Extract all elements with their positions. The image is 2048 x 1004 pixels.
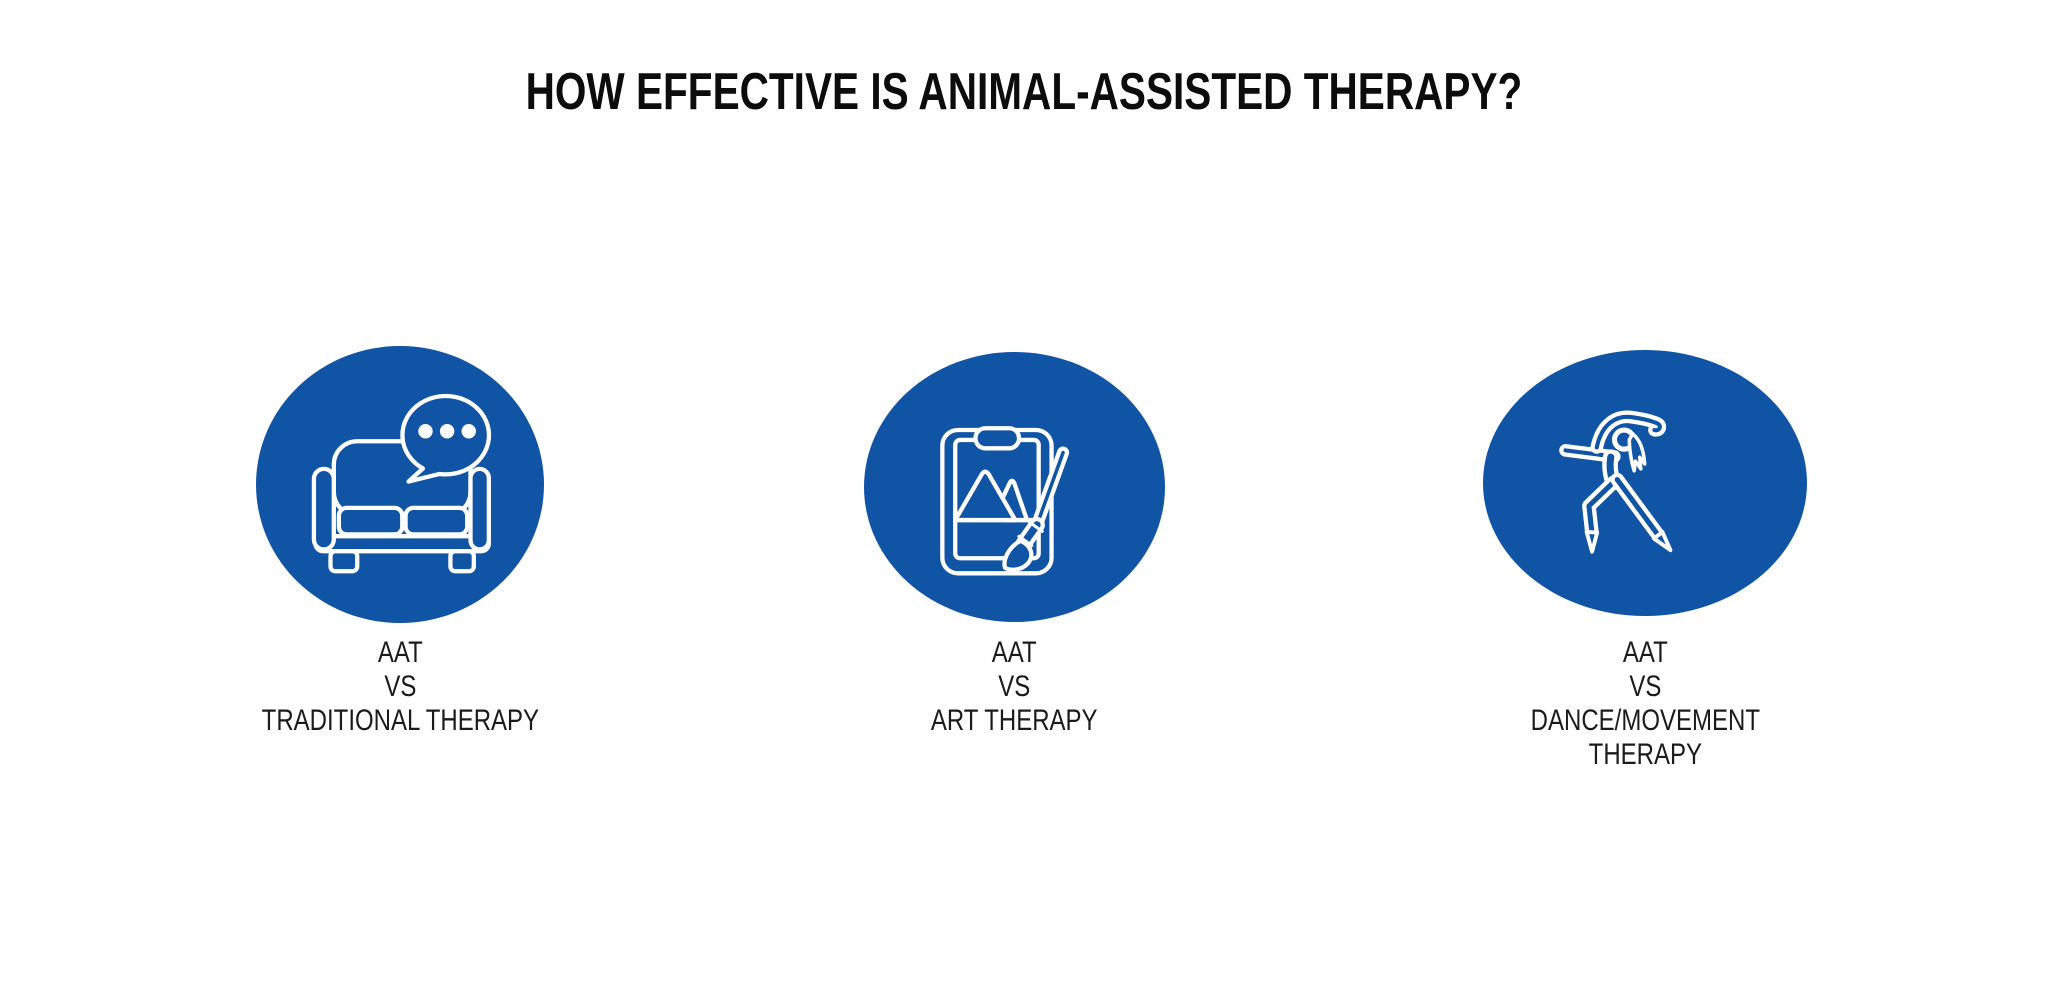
dancer-icon: [1558, 410, 1672, 554]
comparison-label: AAT VS DANCE/MOVEMENT THERAPY: [1530, 636, 1759, 772]
comparison-item-dance-movement-therapy: AAT VS DANCE/MOVEMENT THERAPY: [1425, 350, 1865, 772]
art-canvas-paintbrush-icon: [939, 425, 1069, 575]
speech-bubble-shape: [399, 393, 491, 484]
page-title-text: HOW EFFECTIVE IS ANIMAL-ASSISTED THERAPY…: [525, 63, 1523, 121]
label-line: AAT: [377, 636, 423, 669]
comparison-label: AAT VS ART THERAPY: [931, 636, 1098, 738]
label-line: ART THERAPY: [930, 704, 1098, 737]
dancer-shape: [1558, 410, 1672, 554]
paintbrush-shape: [1001, 446, 1069, 572]
page-title: HOW EFFECTIVE IS ANIMAL-ASSISTED THERAPY…: [0, 62, 2048, 122]
circle-badge: [863, 352, 1165, 622]
comparison-label: AAT VS TRADITIONAL THERAPY: [261, 636, 538, 738]
canvas-board-shape: [939, 425, 1054, 575]
circle-badge: [256, 346, 544, 623]
label-line: VS: [383, 670, 416, 703]
label-line: DANCE/MOVEMENT: [1530, 704, 1760, 737]
label-line: AAT: [1622, 636, 1668, 669]
comparison-item-traditional-therapy: AAT VS TRADITIONAL THERAPY: [180, 346, 620, 738]
label-line: VS: [997, 670, 1031, 703]
label-line: TRADITIONAL THERAPY: [261, 704, 539, 737]
couch-speech-bubble-icon: [311, 393, 491, 574]
comparison-item-art-therapy: AAT VS ART THERAPY: [794, 352, 1234, 738]
circle-badge: [1483, 350, 1807, 616]
label-line: VS: [1628, 670, 1662, 703]
label-line: AAT: [991, 636, 1037, 669]
label-line: THERAPY: [1588, 738, 1702, 771]
